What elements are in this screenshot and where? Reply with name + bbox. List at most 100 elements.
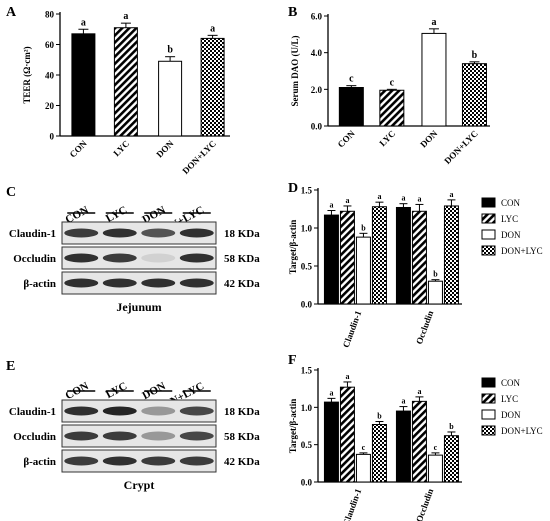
x-tick-label: DON+LYC bbox=[180, 138, 218, 176]
chart-a: 0 20 40 60 80 TEER (Ω·cm²) a CON a LYC b DON a DON+LY… bbox=[22, 10, 230, 176]
protein-band bbox=[141, 406, 176, 416]
significance-letter: b bbox=[361, 223, 366, 232]
x-tick-label: LYC bbox=[111, 138, 131, 158]
protein-name: Occludin bbox=[13, 253, 56, 265]
panel-letter-d: D bbox=[288, 181, 298, 196]
bar-don bbox=[158, 60, 183, 137]
protein-band bbox=[141, 431, 176, 441]
panel-letter-f: F bbox=[288, 353, 297, 368]
protein-band bbox=[64, 278, 99, 288]
legend-label: CON bbox=[501, 198, 521, 208]
protein-band bbox=[64, 228, 99, 238]
bar-lyc bbox=[411, 210, 427, 305]
bar-don bbox=[421, 32, 447, 127]
bar-don-lyc bbox=[461, 63, 487, 127]
y-tick-label: 2.0 bbox=[311, 85, 323, 95]
chart-f: 0.0 0.5 1.0 1.5 Target/β-actin a a c b Claudin-1 a… bbox=[288, 366, 462, 521]
blot-strip bbox=[61, 221, 217, 245]
significance-letter: a bbox=[417, 194, 421, 203]
protein-band bbox=[102, 228, 137, 238]
significance-letter: a bbox=[401, 397, 405, 406]
blot-strip bbox=[61, 271, 217, 295]
bar-lyc bbox=[339, 386, 355, 483]
legend-label: DON bbox=[501, 230, 521, 240]
molecular-weight: 58 KDa bbox=[224, 253, 260, 265]
x-tick-label: Occludin bbox=[414, 487, 435, 521]
significance-letter: a bbox=[210, 23, 215, 34]
protein-band bbox=[102, 406, 137, 416]
significance-letter: c bbox=[362, 443, 366, 452]
bar-con bbox=[323, 401, 339, 483]
x-tick-label: DON+LYC bbox=[442, 128, 480, 166]
legend-layer: CON LYC DON DON+LYC CON LYC DON DON+LYC bbox=[481, 197, 543, 436]
protein-band bbox=[179, 406, 214, 416]
significance-letter: b bbox=[433, 270, 438, 279]
chart-d: 0.0 0.5 1.0 1.5 Target/β-actin a a b a Claudin-1 a… bbox=[288, 186, 462, 349]
molecular-weight: 58 KDa bbox=[224, 431, 260, 443]
y-tick-label: 0.0 bbox=[301, 478, 313, 488]
y-tick-label: 1.0 bbox=[301, 224, 313, 234]
y-axis-label: Serum DAO (U/L) bbox=[290, 36, 300, 107]
y-tick-label: 60 bbox=[45, 40, 55, 50]
molecular-weight: 18 KDa bbox=[224, 228, 260, 240]
x-tick-label: Claudin-1 bbox=[341, 487, 364, 521]
tissue-caption: Jejunum bbox=[116, 300, 161, 314]
significance-letter: b bbox=[377, 412, 382, 421]
bar-con bbox=[395, 410, 411, 483]
legend-label: CON bbox=[501, 378, 521, 388]
blot-strip bbox=[61, 424, 217, 448]
tissue-caption: Crypt bbox=[124, 478, 155, 492]
y-tick-label: 0.5 bbox=[301, 262, 313, 272]
y-tick-label: 20 bbox=[45, 101, 55, 111]
protein-band bbox=[64, 456, 99, 466]
protein-band bbox=[64, 253, 99, 263]
y-tick-label: 1.5 bbox=[301, 366, 313, 376]
x-tick-label: Claudin-1 bbox=[341, 309, 364, 349]
bar-don-lyc bbox=[200, 37, 225, 137]
molecular-weight: 42 KDa bbox=[224, 278, 260, 290]
protein-band bbox=[179, 228, 214, 238]
significance-letter: c bbox=[349, 74, 354, 85]
protein-band bbox=[64, 406, 99, 416]
y-tick-label: 40 bbox=[45, 71, 55, 81]
bar-don-lyc bbox=[443, 435, 459, 483]
protein-band bbox=[179, 431, 214, 441]
bar-lyc bbox=[339, 210, 355, 305]
significance-letter: c bbox=[434, 443, 438, 452]
protein-name: Claudin-1 bbox=[9, 406, 56, 418]
significance-letter: a bbox=[431, 17, 436, 28]
protein-band bbox=[102, 253, 137, 263]
x-tick-label: DON bbox=[154, 138, 176, 160]
legend-swatch bbox=[481, 409, 496, 420]
significance-letter: b bbox=[472, 50, 478, 61]
significance-letter: a bbox=[345, 196, 349, 205]
protein-band bbox=[141, 228, 176, 238]
significance-letter: a bbox=[377, 192, 381, 201]
y-tick-label: 80 bbox=[45, 10, 55, 20]
bar-don bbox=[355, 236, 371, 305]
protein-band bbox=[64, 431, 99, 441]
legend-swatch bbox=[481, 393, 496, 404]
bar-don-lyc bbox=[371, 206, 387, 305]
legend-swatch bbox=[481, 229, 496, 240]
legend-label: DON+LYC bbox=[501, 246, 543, 256]
panel-letter-c: C bbox=[6, 185, 16, 200]
blot-strip bbox=[61, 399, 217, 423]
x-tick-label: Occludin bbox=[414, 309, 435, 345]
protein-name: Claudin-1 bbox=[9, 228, 56, 240]
x-tick-label: CON bbox=[68, 138, 90, 160]
protein-name: β-actin bbox=[23, 456, 56, 468]
protein-band bbox=[102, 431, 137, 441]
legend-swatch bbox=[481, 425, 496, 436]
x-tick-label: DON bbox=[418, 128, 440, 150]
significance-letter: b bbox=[449, 422, 454, 431]
panel-letter-b: B bbox=[288, 5, 297, 20]
y-axis-label: Target/β-actin bbox=[288, 399, 298, 453]
legend-f: CON LYC DON DON+LYC bbox=[481, 377, 543, 436]
molecular-weight: 42 KDa bbox=[224, 456, 260, 468]
legend-label: LYC bbox=[501, 214, 518, 224]
legend-label: DON bbox=[501, 410, 521, 420]
significance-letter: a bbox=[401, 194, 405, 203]
y-tick-label: 0.0 bbox=[301, 300, 313, 310]
